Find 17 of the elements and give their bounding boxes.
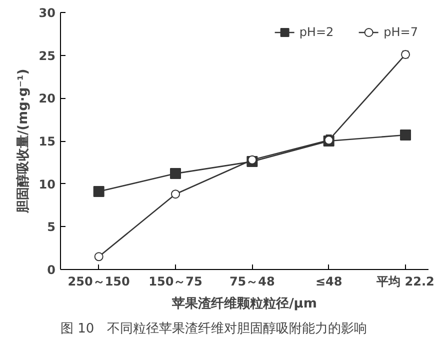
legend-label: pH=7 — [384, 25, 418, 39]
y-tick-label: 0 — [47, 263, 56, 277]
x-axis-title: 苹果渣纤维颗粒粒径/μm — [171, 296, 317, 312]
x-tick-label: 75～48 — [229, 274, 275, 288]
x-tick-label: ≤48 — [315, 274, 342, 288]
y-tick-label: 20 — [38, 92, 56, 106]
caption: 图 10 不同粒径苹果渣纤维对胆固醇吸附能力的影响 — [60, 322, 368, 336]
x-tick-label: 250～150 — [68, 274, 130, 288]
y-tick-label: 5 — [47, 220, 56, 234]
y-tick-label: 10 — [38, 177, 56, 192]
y-tick-label: 25 — [38, 48, 56, 63]
y-axis-title: 胆固醇吸收量/(mg·g⁻¹) — [14, 68, 31, 214]
y-tick-label: 30 — [38, 6, 56, 20]
legend-label: pH=2 — [299, 25, 334, 39]
x-tick-label: 150～75 — [148, 274, 202, 288]
y-tick-label: 15 — [38, 134, 56, 148]
x-tick-label: 平均 22.2 — [376, 274, 434, 288]
